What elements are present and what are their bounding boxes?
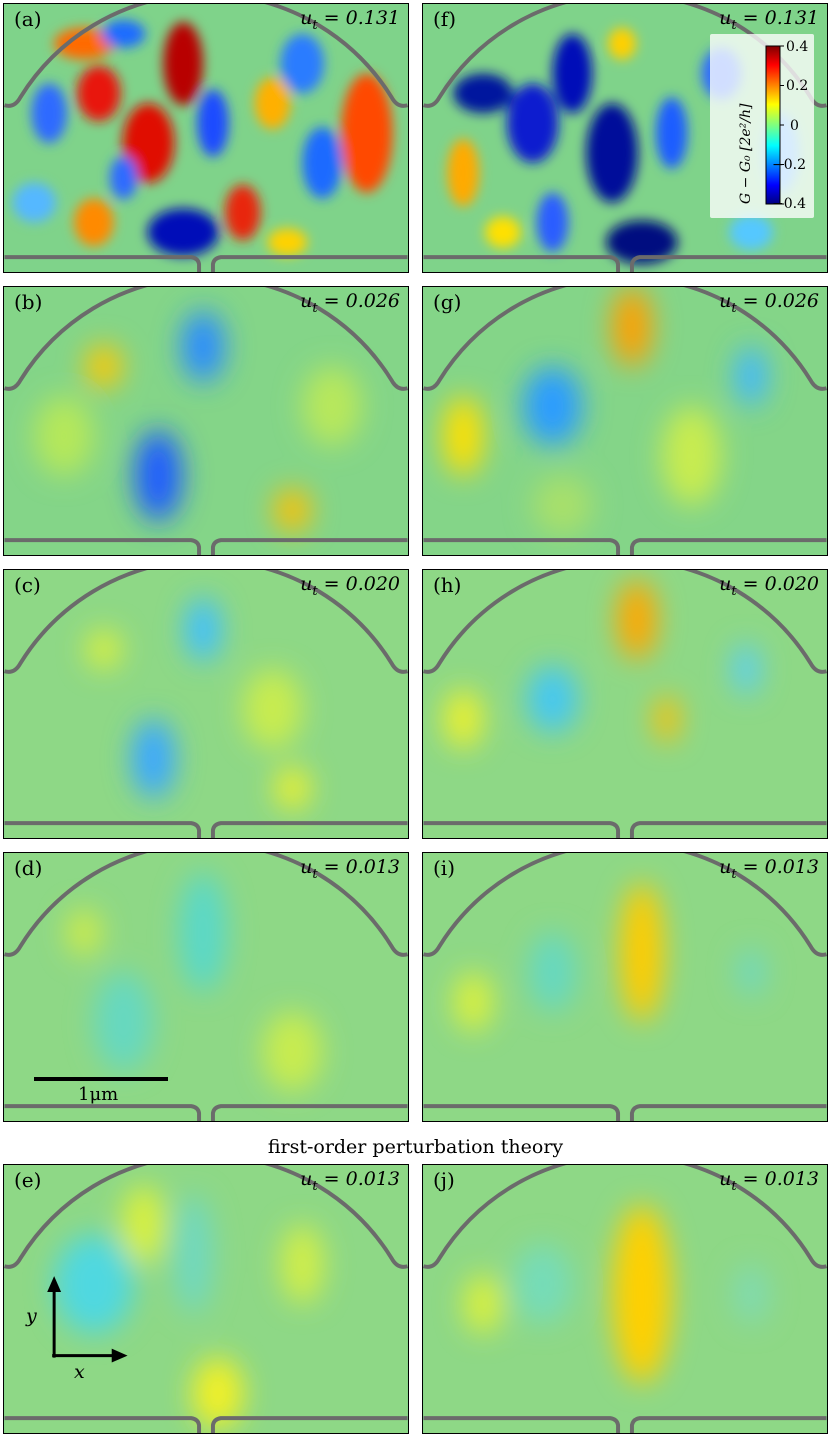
ut-value-label: ut = 0.013 [300, 1168, 400, 1194]
ut-value-label: ut = 0.026 [719, 290, 819, 316]
ut-value-label: ut = 0.020 [300, 573, 400, 599]
panel-h: (h) ut = 0.020 [422, 569, 828, 839]
scale-bar [34, 1077, 168, 1081]
panel-label: (h) [433, 573, 462, 597]
conductance-map-e [4, 1165, 408, 1433]
conductance-map-h [423, 570, 827, 838]
panel-label: (c) [14, 573, 41, 597]
panel-label: (g) [433, 290, 462, 314]
panel-a: (a) ut = 0.131 [3, 3, 409, 273]
panel-j: (j) ut = 0.013 [422, 1164, 828, 1434]
ut-value-label: ut = 0.013 [300, 856, 400, 882]
colorbar: 0.4 0.2 0 −0.2 −0.4 G − G₀ [2e²/h] [710, 34, 814, 218]
colorbar-tick: 0.4 [786, 39, 808, 55]
panel-label: (b) [14, 290, 43, 314]
conductance-map-b [4, 287, 408, 555]
conductance-map-g [423, 287, 827, 555]
panel-b: (b) ut = 0.026 [3, 286, 409, 556]
panel-label: (d) [14, 856, 43, 880]
ut-value-label: ut = 0.013 [719, 856, 819, 882]
section-caption: first-order perturbation theory [267, 1136, 564, 1158]
panel-label: (e) [14, 1168, 42, 1192]
conductance-map-d [4, 853, 408, 1121]
x-axis-label: x [74, 1361, 85, 1383]
colorbar-tick: −0.2 [772, 157, 806, 173]
panel-label: (i) [433, 856, 456, 880]
conductance-map-i [423, 853, 827, 1121]
ut-value-label: ut = 0.131 [719, 7, 819, 33]
colorbar-tick: 0 [790, 118, 799, 134]
panel-c: (c) ut = 0.020 [3, 569, 409, 839]
ut-value-label: ut = 0.020 [719, 573, 819, 599]
panel-label: (j) [433, 1168, 455, 1192]
colorbar-scale: 0.4 0.2 0 −0.2 −0.4 G − G₀ [2e²/h] [738, 39, 808, 212]
panel-d: 1μm (d) ut = 0.013 [3, 852, 409, 1122]
y-axis-label: y [26, 1305, 37, 1327]
colorbar-label: G − G₀ [2e²/h] [738, 103, 754, 204]
panel-g: (g) ut = 0.026 [422, 286, 828, 556]
colorbar-tick: −0.4 [772, 196, 806, 212]
colorbar-tick: 0.2 [786, 78, 808, 94]
scale-bar-label: 1μm [78, 1084, 119, 1105]
conductance-map-c [4, 570, 408, 838]
ut-value-label: ut = 0.131 [300, 7, 400, 33]
ut-value-label: ut = 0.026 [300, 290, 400, 316]
panel-e: y x (e) ut = 0.013 [3, 1164, 409, 1434]
conductance-map-j [423, 1165, 827, 1433]
panel-i: (i) ut = 0.013 [422, 852, 828, 1122]
axes-arrows-icon [47, 1276, 128, 1363]
panel-label: (f) [433, 7, 457, 31]
conductance-map-a [4, 4, 408, 272]
ut-value-label: ut = 0.013 [719, 1168, 819, 1194]
panel-f: 0.4 0.2 0 −0.2 −0.4 G − G₀ [2e²/h] (f) u… [422, 3, 828, 273]
panel-label: (a) [14, 7, 42, 31]
